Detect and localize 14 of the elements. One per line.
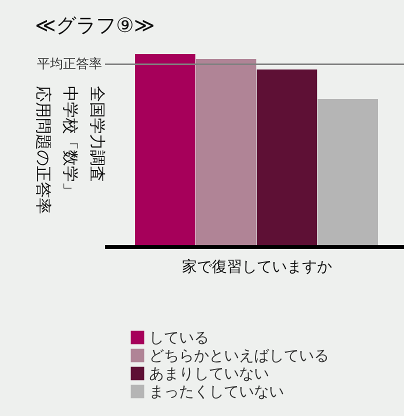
legend-label: あまりしていない: [149, 364, 269, 382]
text: 中学校「数学」: [61, 86, 80, 198]
legend-label: どちらかといえばしている: [149, 346, 329, 364]
bar: [196, 59, 256, 247]
ref-line-label: 平均正答率: [37, 56, 102, 72]
legend-label: まったくしていない: [149, 382, 284, 400]
bar: [318, 98, 378, 247]
text: 応用問題の正答率: [34, 86, 53, 214]
bar: [135, 54, 196, 247]
chart-title: ≪グラフ⑨≫: [35, 13, 155, 37]
x-axis-title: 家で復習していますか: [182, 258, 332, 276]
legend-label: している: [149, 328, 209, 346]
annotation: 全国学力調査: [88, 86, 107, 182]
bar: [256, 69, 318, 247]
